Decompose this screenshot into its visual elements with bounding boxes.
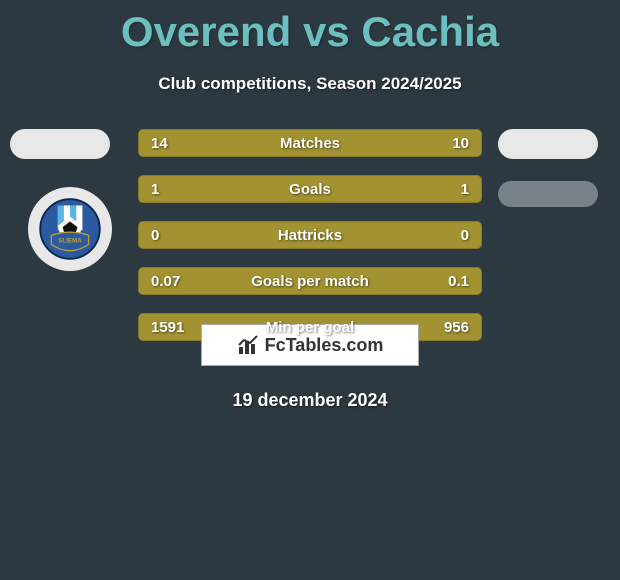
stat-left-value: 0: [151, 227, 159, 244]
player-right-avatar-placeholder: [498, 129, 598, 159]
stat-rows: 14Matches101Goals10Hattricks00.07Goals p…: [138, 129, 482, 359]
stat-row: 0.07 Goals per match 0.1: [138, 267, 482, 295]
stat-label: Goals per match: [251, 273, 369, 290]
svg-text:SLIEMA: SLIEMA: [58, 238, 82, 245]
stat-right-value: 10: [452, 135, 469, 152]
stat-right-value: 0.1: [448, 273, 469, 290]
stat-left-value: 1591: [151, 319, 184, 336]
stat-left-value: 14: [151, 135, 168, 152]
player-left-avatar-placeholder: [10, 129, 110, 159]
stat-left-value: 1: [151, 181, 159, 198]
date-text: 19 december 2024: [0, 390, 620, 411]
club-crest-icon: SLIEMA: [39, 198, 101, 260]
bars-icon: [237, 333, 261, 357]
page-title: Overend vs Cachia: [0, 0, 620, 56]
stat-row: 1 Goals 1: [138, 175, 482, 203]
stat-row: 0 Hattricks 0: [138, 221, 482, 249]
stat-right-value: 1: [461, 181, 469, 198]
stat-label: Goals: [289, 181, 331, 198]
stat-label: Min per goal: [266, 319, 354, 336]
stat-row: 14 Matches 10: [138, 129, 482, 157]
logo-text: FcTables.com: [265, 335, 384, 356]
stat-label: Hattricks: [278, 227, 342, 244]
stat-label: Matches: [280, 135, 340, 152]
subtitle: Club competitions, Season 2024/2025: [0, 74, 620, 94]
stat-right-value: 0: [461, 227, 469, 244]
stat-right-value: 956: [444, 319, 469, 336]
stat-left-value: 0.07: [151, 273, 180, 290]
player-right-secondary-placeholder: [498, 181, 598, 207]
club-badge: SLIEMA: [28, 187, 112, 271]
